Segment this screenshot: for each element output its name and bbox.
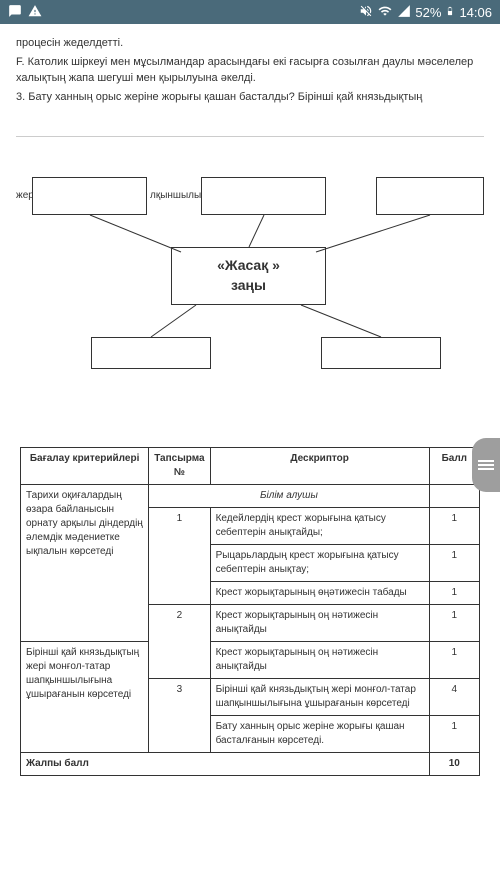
message-icon bbox=[8, 4, 22, 21]
cell-criteria-1: Тарихи оқиғалардың өзара байланысын орна… bbox=[21, 484, 149, 641]
cell-score: 1 bbox=[429, 544, 479, 581]
battery-icon bbox=[445, 4, 455, 21]
cell-descriptor: Кедейлердің крест жорығына қатысу себепт… bbox=[210, 507, 429, 544]
warning-icon bbox=[28, 4, 42, 21]
android-status-bar: 52% 14:06 bbox=[0, 0, 500, 24]
diagram-center-line1: «Жасақ » bbox=[217, 256, 280, 276]
cell-score: 1 bbox=[429, 581, 479, 604]
text-item-3: 3. Бату ханның орыс жеріне жорығы қашан … bbox=[16, 90, 484, 105]
th-descriptor: Дескриптор bbox=[210, 447, 429, 484]
cell-descriptor: Крест жорықтарының оң нәтижесін анықтайд… bbox=[210, 604, 429, 641]
cell-task: 1 bbox=[149, 507, 210, 604]
diagram-box-bottom-right bbox=[321, 337, 441, 369]
rubric-table: Бағалау критерийлері Тапсырма № Дескрипт… bbox=[20, 447, 480, 776]
cell-empty bbox=[429, 484, 479, 507]
document-content: процесін жеделдетті. F. Католик шіркеуі … bbox=[0, 24, 500, 788]
cell-descriptor: Крест жорықтарының оң нәтижесін анықтайд… bbox=[210, 641, 429, 678]
cell-score: 1 bbox=[429, 604, 479, 641]
diagram-box-top-left bbox=[32, 177, 147, 215]
cell-total-label: Жалпы балл bbox=[21, 752, 430, 775]
cell-descriptor: Рыцарьлардың крест жорығына қатысу себеп… bbox=[210, 544, 429, 581]
cell-score: 1 bbox=[429, 507, 479, 544]
battery-percent: 52% bbox=[415, 5, 441, 20]
cell-descriptor: Бату ханның орыс жеріне жорығы қашан бас… bbox=[210, 715, 429, 752]
table-row: Тарихи оқиғалардың өзара байланысын орна… bbox=[21, 484, 480, 507]
menu-icon bbox=[478, 460, 494, 470]
text-item-f: F. Католик шіркеуі мен мұсылмандар арасы… bbox=[16, 55, 484, 86]
table-row: Бірінші қай князьдықтың жері монғол-тата… bbox=[21, 641, 480, 678]
zhasak-diagram: жер лқыншылығы «Жасақ » заңы bbox=[16, 177, 484, 407]
cell-descriptor: Крест жорықтарының өңәтижесін табады bbox=[210, 581, 429, 604]
status-left bbox=[8, 4, 42, 21]
cell-score: 1 bbox=[429, 715, 479, 752]
th-criteria: Бағалау критерийлері bbox=[21, 447, 149, 484]
diagram-box-top-mid bbox=[201, 177, 326, 215]
clock-time: 14:06 bbox=[459, 5, 492, 20]
side-drawer-tab[interactable] bbox=[472, 438, 500, 492]
cell-descriptor: Бірінші қай князьдықтың жері монғол-тата… bbox=[210, 678, 429, 715]
status-right: 52% 14:06 bbox=[359, 4, 492, 21]
cell-task: 2 bbox=[149, 604, 210, 678]
cell-task: 3 bbox=[149, 678, 210, 752]
diagram-center-line2: заңы bbox=[231, 276, 266, 296]
table-header-row: Бағалау критерийлері Тапсырма № Дескрипт… bbox=[21, 447, 480, 484]
cell-score: 1 bbox=[429, 641, 479, 678]
cell-subhead: Білім алушы bbox=[260, 490, 318, 501]
text-fragment-top: процесін жеделдетті. bbox=[16, 36, 484, 51]
cell-total-value: 10 bbox=[429, 752, 479, 775]
rubric-table-wrap: Бағалау критерийлері Тапсырма № Дескрипт… bbox=[20, 447, 480, 776]
wifi-icon bbox=[377, 4, 393, 21]
mute-icon bbox=[359, 4, 373, 21]
signal-icon bbox=[397, 4, 411, 21]
cell-score: 4 bbox=[429, 678, 479, 715]
table-total-row: Жалпы балл 10 bbox=[21, 752, 480, 775]
diagram-box-top-right bbox=[376, 177, 484, 215]
diagram-box-center: «Жасақ » заңы bbox=[171, 247, 326, 305]
divider bbox=[16, 136, 484, 137]
th-task: Тапсырма № bbox=[149, 447, 210, 484]
diagram-box-bottom-left bbox=[91, 337, 211, 369]
cell-criteria-2: Бірінші қай князьдықтың жері монғол-тата… bbox=[21, 641, 149, 752]
